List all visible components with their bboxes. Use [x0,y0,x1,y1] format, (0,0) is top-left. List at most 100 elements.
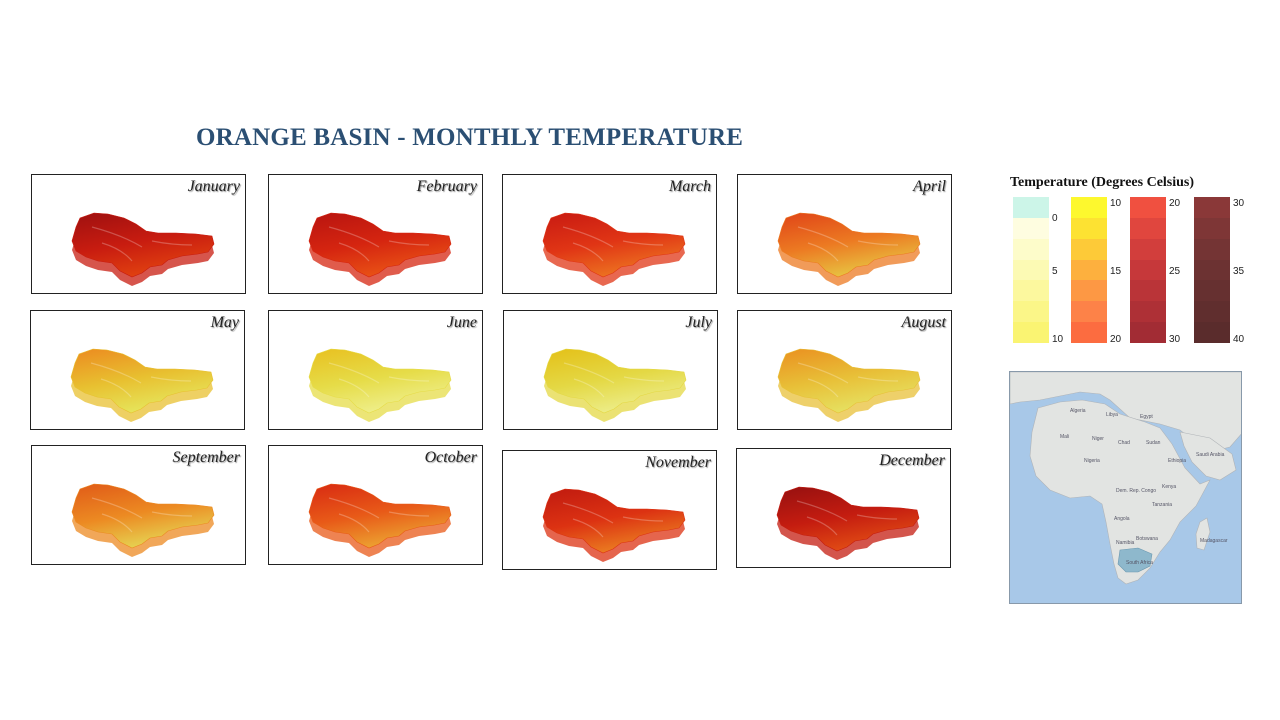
legend-swatch [1130,238,1166,260]
month-label: December [879,452,945,469]
month-label: August [901,314,946,331]
basin-relief [308,212,452,286]
label-egypt: Egypt [1140,414,1153,420]
legend-tick-label: 35 [1233,266,1245,277]
legend-tick-label: 10 [1052,334,1064,345]
month-label: June [446,314,477,331]
month-panel-october: October [268,445,483,565]
page-title: ORANGE BASIN - MONTHLY TEMPERATURE [196,124,744,151]
legend-swatch [1071,217,1107,239]
legend-swatch [1071,259,1107,281]
legend-swatch [1194,259,1230,281]
label-ethiopia: Ethiopia [1168,458,1186,464]
locator-map-svg: Algeria Libya Egypt Mali Niger Chad Suda… [1010,372,1241,603]
label-south-africa: South Africa [1126,560,1153,566]
legend-swatch [1130,197,1166,218]
legend-tick-label: 30 [1169,334,1181,345]
legend-tick-label: 5 [1052,266,1058,277]
legend-tick-label: 20 [1110,334,1122,345]
month-label: April [913,178,946,195]
legend-swatch [1130,217,1166,239]
month-label: October [424,449,477,466]
label-saudi: Saudi Arabia [1196,452,1225,458]
month-label: May [210,314,239,331]
month-panel-february: February [268,174,483,294]
legend-swatch [1194,301,1230,323]
month-label: July [685,314,712,331]
month-label: February [416,178,477,195]
legend-tick-label: 20 [1169,198,1181,209]
legend-swatch [1194,238,1230,260]
legend-title: Temperature (Degrees Celsius) [1010,175,1195,190]
legend-swatch [1130,280,1166,302]
legend-tick-label: 10 [1110,198,1122,209]
month-panel-may: May [30,310,245,430]
basin-relief [542,212,686,286]
legend-swatch [1130,301,1166,323]
month-panel-september: September [31,445,246,565]
legend-tick-label: 30 [1233,198,1245,209]
legend-swatch [1130,322,1166,343]
label-botswana: Botswana [1136,536,1158,542]
label-libya: Libya [1106,412,1118,418]
legend-swatch [1013,280,1049,302]
legend-swatch [1013,301,1049,323]
legend-swatch [1013,197,1049,218]
month-label: November [645,454,711,471]
legend-swatch [1013,217,1049,239]
africa-land [1029,399,1211,585]
madagascar-land [1195,517,1211,551]
month-label: January [187,178,240,195]
legend-tick-label: 15 [1110,266,1122,277]
month-panel-june: June [268,310,483,430]
legend-swatch [1013,322,1049,343]
legend-swatch [1194,197,1230,218]
legend-ramp-4 [1194,197,1230,343]
month-panel-november: November [502,450,717,570]
basin-relief [70,348,214,422]
label-mali: Mali [1060,434,1069,440]
basin-relief [71,212,215,286]
legend-swatch [1071,197,1107,218]
arabia-land [1179,431,1237,481]
month-panel-august: August [737,310,952,430]
label-angola: Angola [1114,516,1130,522]
legend-swatch [1071,322,1107,343]
label-niger: Niger [1092,436,1104,442]
legend-tick-label: 0 [1052,213,1058,224]
month-panel-january: January [31,174,246,294]
legend-ramp-2 [1071,197,1107,343]
basin-relief [777,212,921,286]
basin-relief [308,348,452,422]
locator-labels: Algeria Libya Egypt Mali Niger Chad Suda… [1060,408,1228,566]
orange-basin-highlight [1117,547,1153,573]
legend-tick-label: 40 [1233,334,1245,345]
basin-relief [543,348,687,422]
basin-relief [308,483,452,557]
month-label: September [172,449,240,466]
basin-relief [776,486,920,560]
label-sudan: Sudan [1146,440,1161,446]
legend-swatch [1194,322,1230,343]
legend-swatch [1013,259,1049,281]
label-nigeria: Nigeria [1084,458,1100,464]
label-kenya: Kenya [1162,484,1176,490]
label-madagascar: Madagascar [1200,538,1228,544]
label-drc: Dem. Rep. Congo [1116,488,1156,494]
legend-tick-label: 25 [1169,266,1181,277]
legend-swatch [1194,217,1230,239]
legend-swatch [1071,280,1107,302]
legend-ramp-1 [1013,197,1049,343]
month-panel-july: July [503,310,718,430]
basin-relief [71,483,215,557]
legend-swatch [1194,280,1230,302]
basin-relief [542,488,686,562]
legend-swatch [1130,259,1166,281]
africa-locator-map: Algeria Libya Egypt Mali Niger Chad Suda… [1009,371,1242,604]
month-panel-december: December [736,448,951,568]
legend-swatch [1071,301,1107,323]
label-chad: Chad [1118,440,1130,446]
label-tanzania: Tanzania [1152,502,1172,508]
month-panel-march: March [502,174,717,294]
month-label: March [668,178,711,195]
